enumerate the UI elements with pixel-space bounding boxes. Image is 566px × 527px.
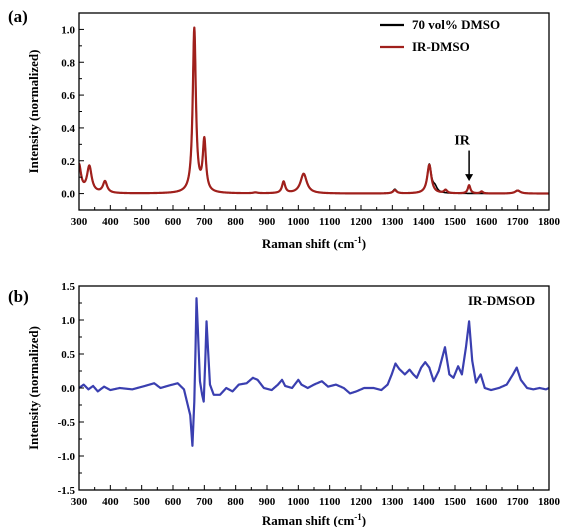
y-tick-label: 0.2 [61, 156, 75, 168]
axes-frame [78, 12, 550, 211]
x-tick-label: 1000 [287, 496, 310, 508]
x-tick-label: 600 [165, 216, 182, 228]
y-tick-label: 0.5 [61, 349, 75, 361]
x-tick-label: 1000 [287, 216, 310, 228]
plot-area [79, 26, 549, 195]
panel-a: 300 400 500 600 700 800 900 1000 1100 1200 1300 140… [8, 7, 561, 251]
series-line-0 [79, 26, 549, 195]
y-axis-title: Intensity (normalized) [26, 50, 41, 174]
y-tick-label: 1.5 [61, 281, 75, 293]
legend-label: 70 vol% DMSO [412, 17, 500, 32]
x-tick-label: 1200 [350, 216, 373, 228]
x-tick-label: 500 [133, 216, 150, 228]
x-tick-label: 1600 [475, 496, 498, 508]
y-tick-label: -0.5 [58, 417, 76, 429]
x-axis-title: Raman shift (cm-1) [262, 235, 366, 251]
legend: 70 vol% DMSO IR-DMSO [380, 17, 500, 54]
y-tick-label: -1.5 [58, 485, 76, 497]
panel-b: 300 400 500 600 700 800 900 1000 1100 1200 1300 140… [8, 281, 561, 527]
x-axis-title: Raman shift (cm-1) [262, 512, 366, 527]
y-tick-label: 0.0 [61, 189, 75, 201]
x-tick-label: 400 [102, 496, 119, 508]
axes-frame [78, 285, 550, 491]
legend-label: IR-DMSOD [468, 293, 535, 308]
x-tick-label: 600 [165, 496, 182, 508]
x-tick-label: 900 [259, 216, 276, 228]
annotation-label: IR [454, 134, 470, 149]
x-tick-label: 1800 [538, 216, 561, 228]
series-line-0 [79, 297, 549, 447]
y-tick-label: 0.8 [61, 57, 75, 69]
plot-area [79, 297, 549, 447]
x-tick-label: 900 [259, 496, 276, 508]
x-tick-label: 1700 [507, 496, 530, 508]
annotation-arrowhead [465, 174, 474, 182]
y-tick-label: 1.0 [61, 315, 75, 327]
x-tick-label: 1300 [381, 216, 404, 228]
x-tick-label: 1400 [413, 216, 436, 228]
x-tick-label: 1800 [538, 496, 561, 508]
x-tick-label: 300 [71, 216, 88, 228]
y-axis-title: Intensity (normalized) [26, 326, 41, 450]
x-tick-label: 300 [71, 496, 88, 508]
x-tick-label: 1200 [350, 496, 373, 508]
x-tick-label: 1300 [381, 496, 404, 508]
x-tick-label: 400 [102, 216, 119, 228]
x-tick-label: 800 [227, 496, 244, 508]
x-tick-label: 1500 [444, 496, 467, 508]
y-tick-label: 1.0 [61, 24, 75, 36]
y-tick-label: -1.0 [58, 451, 76, 463]
y-tick-label: 0.4 [61, 123, 75, 135]
x-tick-label: 1500 [444, 216, 467, 228]
x-tick-label: 700 [196, 496, 213, 508]
legend: IR-DMSOD [468, 293, 535, 308]
legend-label: IR-DMSO [412, 39, 470, 54]
series-line-1 [79, 26, 549, 195]
x-tick-label: 1600 [475, 216, 498, 228]
x-tick-label: 1700 [507, 216, 530, 228]
x-tick-label: 500 [133, 496, 150, 508]
panel-label: (b) [8, 287, 29, 306]
x-tick-label: 1100 [319, 216, 341, 228]
y-tick-label: 0.0 [61, 383, 75, 395]
x-tick-label: 1100 [319, 496, 341, 508]
x-tick-label: 700 [196, 216, 213, 228]
x-tick-label: 800 [227, 216, 244, 228]
y-tick-label: 0.6 [61, 90, 75, 102]
x-tick-label: 1400 [413, 496, 436, 508]
panel-label: (a) [8, 7, 28, 26]
